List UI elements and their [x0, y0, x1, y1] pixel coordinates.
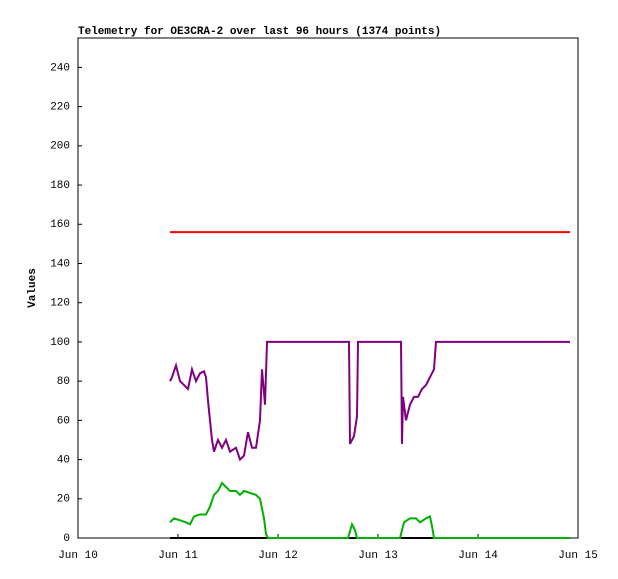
- y-tick-label: 80: [57, 376, 70, 388]
- y-tick-label: 240: [50, 62, 70, 74]
- y-tick-label: 0: [63, 533, 70, 545]
- y-axis-label: Values: [27, 268, 39, 308]
- x-tick-label: Jun 13: [358, 550, 398, 562]
- x-tick-label: Jun 12: [258, 550, 298, 562]
- x-tick-label: Jun 15: [558, 550, 598, 562]
- plot-frame: [77, 37, 579, 539]
- y-tick-label: 200: [50, 141, 70, 153]
- y-tick-label: 100: [50, 337, 70, 349]
- x-tick-label: Jun 10: [58, 550, 98, 562]
- y-tick-label: 60: [57, 415, 70, 427]
- x-tick-label: Jun 14: [458, 550, 498, 562]
- y-tick-label: 160: [50, 219, 70, 231]
- y-tick-label: 140: [50, 258, 70, 270]
- series-line: [169, 340, 570, 462]
- y-tick-label: 20: [57, 494, 70, 506]
- y-tick-label: 220: [50, 102, 70, 114]
- y-tick-label: 120: [50, 298, 70, 310]
- x-tick-label: Jun 11: [158, 550, 198, 562]
- y-tick-label: 40: [57, 454, 70, 466]
- series-line: [169, 481, 570, 539]
- y-tick-label: 180: [50, 180, 70, 192]
- chart-title: Telemetry for OE3CRA-2 over last 96 hour…: [78, 26, 441, 38]
